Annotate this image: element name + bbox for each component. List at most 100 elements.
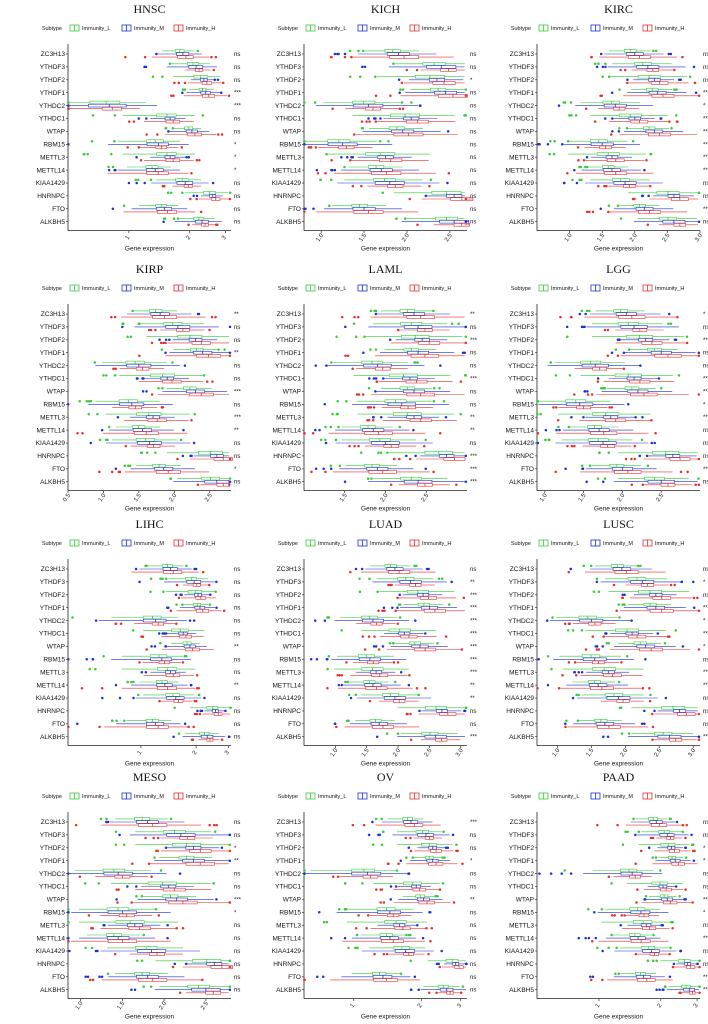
box-iqr — [146, 142, 169, 146]
outlier-point — [596, 823, 599, 827]
outlier-point — [195, 686, 199, 690]
outlier-point — [612, 583, 616, 587]
box-immunity-h — [351, 823, 441, 827]
outlier-point — [417, 988, 421, 991]
outlier-point — [595, 65, 599, 69]
box-immunity-l — [632, 817, 672, 821]
box-immunity-l — [88, 667, 196, 671]
x-axis-label: Gene expression — [361, 506, 411, 513]
outlier-point — [106, 972, 110, 975]
box-iqr — [101, 107, 122, 111]
outlier-point — [372, 117, 376, 120]
outlier-point — [444, 846, 448, 850]
outlier-point — [149, 328, 153, 332]
outlier-point — [438, 965, 442, 969]
outlier-point — [361, 635, 365, 638]
outlier-point — [643, 168, 646, 172]
box-immunity-m — [565, 325, 679, 329]
gene-label: YTHDF3 — [276, 579, 302, 586]
outlier-point — [603, 387, 607, 390]
outlier-point — [696, 596, 699, 600]
outlier-point — [137, 117, 141, 120]
box-immunity-l — [568, 113, 678, 118]
outlier-point — [168, 338, 171, 342]
box-immunity-h — [363, 647, 464, 652]
outlier-point — [589, 564, 593, 568]
outlier-point — [360, 567, 364, 571]
outlier-point — [546, 683, 550, 687]
box-immunity-h — [603, 328, 664, 332]
outlier-point — [363, 335, 366, 338]
box-immunity-h — [566, 444, 637, 448]
gene-label: YTHDC1 — [39, 376, 65, 383]
box-immunity-h — [607, 874, 652, 879]
box-immunity-m — [137, 116, 186, 121]
gene-label: ALKBH5 — [276, 734, 301, 741]
outlier-point — [228, 325, 232, 329]
outlier-point — [614, 972, 617, 975]
outlier-point — [370, 477, 373, 480]
box-immunity-h — [98, 470, 210, 474]
outlier-point — [123, 719, 126, 722]
outlier-point — [592, 590, 596, 593]
outlier-point — [343, 882, 347, 885]
outlier-point — [222, 609, 226, 613]
outlier-point — [181, 661, 185, 664]
outlier-point — [396, 606, 399, 609]
box-immunity-h — [387, 583, 435, 587]
box-immunity-l — [340, 628, 436, 633]
outlier-point — [603, 328, 607, 332]
outlier-point — [161, 75, 164, 78]
box-immunity-h — [356, 621, 400, 626]
box-immunity-h — [158, 699, 198, 703]
gene-label: METTL14 — [36, 167, 65, 174]
gene-label: YTHDC2 — [275, 363, 301, 370]
legend-label: Immunity_M — [370, 26, 400, 32]
box-immunity-h — [177, 596, 216, 600]
box-immunity-m — [589, 975, 672, 979]
box-immunity-l — [162, 216, 215, 221]
box-immunity-m — [610, 91, 698, 95]
box-immunity-h — [74, 823, 218, 827]
outlier-point — [318, 911, 321, 914]
gene-label: RBM15 — [512, 142, 534, 149]
outlier-point — [557, 104, 561, 107]
outlier-point — [394, 680, 397, 684]
outlier-point — [580, 670, 584, 674]
outlier-point — [668, 975, 672, 979]
gene-label: RBM15 — [43, 402, 65, 409]
outlier-point — [374, 817, 378, 821]
outlier-point — [380, 817, 383, 821]
box-immunity-h — [563, 621, 616, 626]
outlier-point — [413, 975, 417, 979]
significance-label: *** — [470, 606, 478, 612]
gene-label: KIAA1429 — [505, 180, 535, 187]
box-immunity-l — [402, 894, 439, 899]
outlier-point — [184, 962, 188, 966]
box-immunity-l — [369, 347, 437, 352]
significance-label: ** — [703, 155, 708, 161]
outlier-point — [560, 872, 563, 875]
outlier-point — [211, 380, 214, 383]
box-immunity-m — [143, 65, 217, 69]
gene-label: YTHDC2 — [508, 871, 534, 878]
box-immunity-l — [366, 476, 448, 481]
outlier-point — [102, 374, 105, 377]
outlier-point — [570, 444, 574, 448]
box-immunity-h — [344, 354, 465, 358]
significance-label: ns — [703, 364, 708, 370]
outlier-point — [694, 483, 697, 487]
outlier-point — [228, 833, 232, 837]
outlier-point — [464, 374, 468, 377]
significance-label: ns — [234, 580, 240, 586]
box-immunity-h — [173, 81, 225, 85]
outlier-point — [315, 658, 319, 661]
outlier-point — [354, 335, 358, 338]
outlier-point — [336, 674, 339, 677]
outlier-point — [557, 425, 560, 429]
outlier-point — [343, 165, 346, 169]
legend-label: Immunity_L — [82, 286, 110, 292]
box-immunity-m — [333, 722, 407, 726]
outlier-point — [457, 322, 460, 326]
